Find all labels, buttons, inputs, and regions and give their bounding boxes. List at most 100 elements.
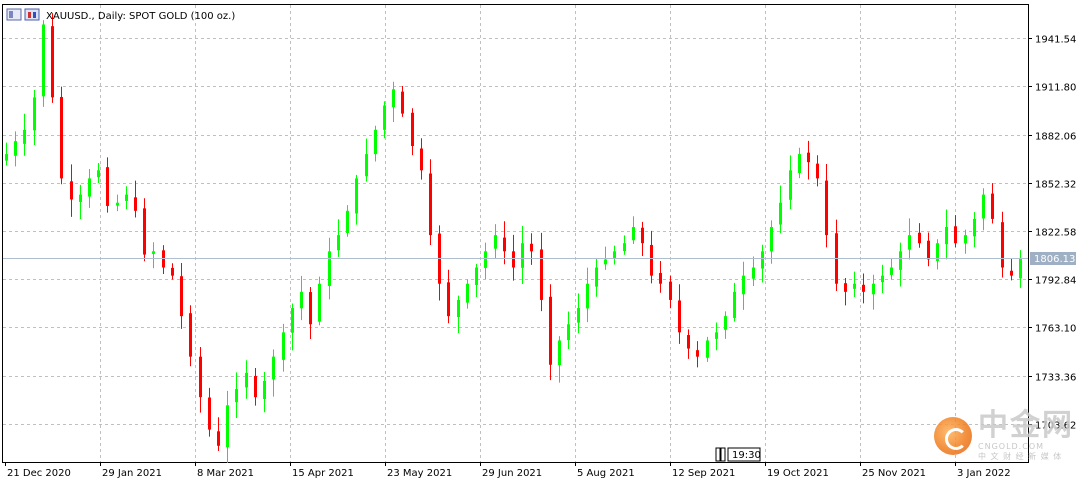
chart-title: XAUUSD., Daily: SPOT GOLD (100 oz.)	[46, 11, 235, 22]
chart-header: XAUUSD., Daily: SPOT GOLD (100 oz.)	[6, 8, 235, 22]
candle-body	[309, 292, 312, 325]
candle-body	[143, 208, 146, 255]
candle-body	[807, 152, 810, 163]
candle-body	[936, 243, 939, 262]
candle-body	[761, 251, 764, 269]
candle-body	[291, 308, 294, 333]
candle-body	[742, 275, 745, 295]
candle-body	[171, 267, 174, 276]
candle-body	[272, 356, 275, 380]
plot-frame	[2, 4, 1029, 463]
candle-body	[604, 259, 607, 265]
candle-body	[152, 251, 155, 254]
chart-window-icon[interactable]	[6, 8, 22, 21]
candle-body	[927, 240, 930, 260]
y-tick-label: 1763.10	[1035, 324, 1076, 335]
candle-body	[355, 178, 358, 214]
candle-body	[1010, 270, 1013, 276]
y-tick-label: 1792.84	[1035, 276, 1076, 287]
candle-body	[991, 193, 994, 219]
candle-body	[23, 129, 26, 144]
chart-window-icon-inner	[9, 11, 13, 18]
cursor-time-label: 19:30	[732, 450, 761, 461]
candle-body	[752, 267, 755, 279]
candle-body	[300, 291, 303, 309]
candle-body	[798, 154, 801, 173]
candle-body	[392, 89, 395, 108]
candle-body	[466, 283, 469, 303]
watermark: 中金网 CNGOLD.COM 中 文 财 经 新 媒 体	[934, 410, 1074, 462]
x-tick-label: 29 Jan 2021	[102, 468, 162, 479]
candle-body	[420, 148, 423, 171]
x-tick-label: 29 Jun 2021	[482, 468, 542, 479]
x-tick-label: 8 Mar 2021	[197, 468, 254, 479]
candle-body	[346, 210, 349, 233]
x-tick-label: 3 Jan 2022	[957, 468, 1011, 479]
chart-properties-icon-bar	[28, 12, 31, 18]
candle-body	[494, 235, 497, 249]
candle-body	[825, 180, 828, 236]
candle-body	[79, 194, 82, 202]
candle-body	[116, 202, 119, 206]
candle-body	[328, 251, 331, 286]
cngold-logo-icon	[934, 417, 972, 455]
candle-body	[954, 226, 957, 244]
price-axis[interactable]: 1941.54 1911.80 1882.06 1852.32 1822.58 1792.…	[1028, 35, 1076, 432]
candle-body	[687, 335, 690, 349]
candle-body	[669, 281, 672, 300]
candle-body	[245, 372, 248, 388]
candle-body	[779, 202, 782, 225]
candle-body	[199, 356, 202, 398]
candle-body	[577, 308, 580, 323]
x-tick-label: 19 Oct 2021	[767, 468, 829, 479]
candle-body	[558, 340, 561, 366]
y-tick-label: 1852.32	[1035, 180, 1076, 191]
candle-body	[411, 112, 414, 146]
candle-body	[503, 237, 506, 252]
candlesticks	[5, 13, 1022, 464]
candle-body	[263, 380, 266, 400]
candle-body	[595, 267, 598, 287]
candle-body	[5, 154, 8, 161]
y-tick-label: 1941.54	[1035, 35, 1076, 46]
candle-body	[816, 163, 819, 179]
candle-body	[14, 141, 17, 156]
y-tick-label: 1733.36	[1035, 373, 1076, 384]
candle-body	[374, 129, 377, 155]
candle-body	[908, 235, 911, 250]
candle-body	[613, 251, 616, 259]
candle-body	[549, 296, 552, 365]
candle-body	[982, 194, 985, 219]
candle-body	[770, 227, 773, 252]
time-cursor-marker[interactable]: 19:30	[715, 447, 761, 462]
time-axis[interactable]: 21 Dec 2020 29 Jan 2021 8 Mar 2021 15 Apr 2…	[5, 462, 1011, 479]
chart-properties-icon[interactable]	[24, 8, 40, 21]
candle-body	[844, 283, 847, 292]
watermark-tagline: 中 文 财 经 新 媒 体	[978, 452, 1063, 461]
candle-body	[881, 275, 884, 283]
candle-body	[33, 97, 36, 131]
candle-body	[512, 251, 515, 268]
candle-body	[641, 227, 644, 244]
candle-body	[475, 267, 478, 286]
current-price-value: 1806.13	[1034, 254, 1075, 265]
current-price-badge: 1806.13	[1030, 252, 1076, 265]
candle-body	[678, 300, 681, 333]
candle-body	[318, 283, 321, 322]
y-tick-label: 1882.06	[1035, 132, 1076, 143]
candle-body	[383, 105, 386, 130]
candle-body	[632, 227, 635, 241]
candle-body	[60, 96, 63, 179]
x-tick-label: 5 Aug 2021	[577, 468, 635, 479]
y-tick-label: 1911.80	[1035, 83, 1076, 94]
candle-body	[973, 218, 976, 237]
candle-body	[217, 431, 220, 446]
candle-body	[337, 235, 340, 251]
candle-body	[106, 167, 109, 206]
candle-body	[706, 340, 709, 358]
x-tick-label: 15 Apr 2021	[292, 468, 354, 479]
candle-body	[484, 251, 487, 268]
candle-body	[1001, 222, 1004, 268]
candle-body	[964, 235, 967, 244]
